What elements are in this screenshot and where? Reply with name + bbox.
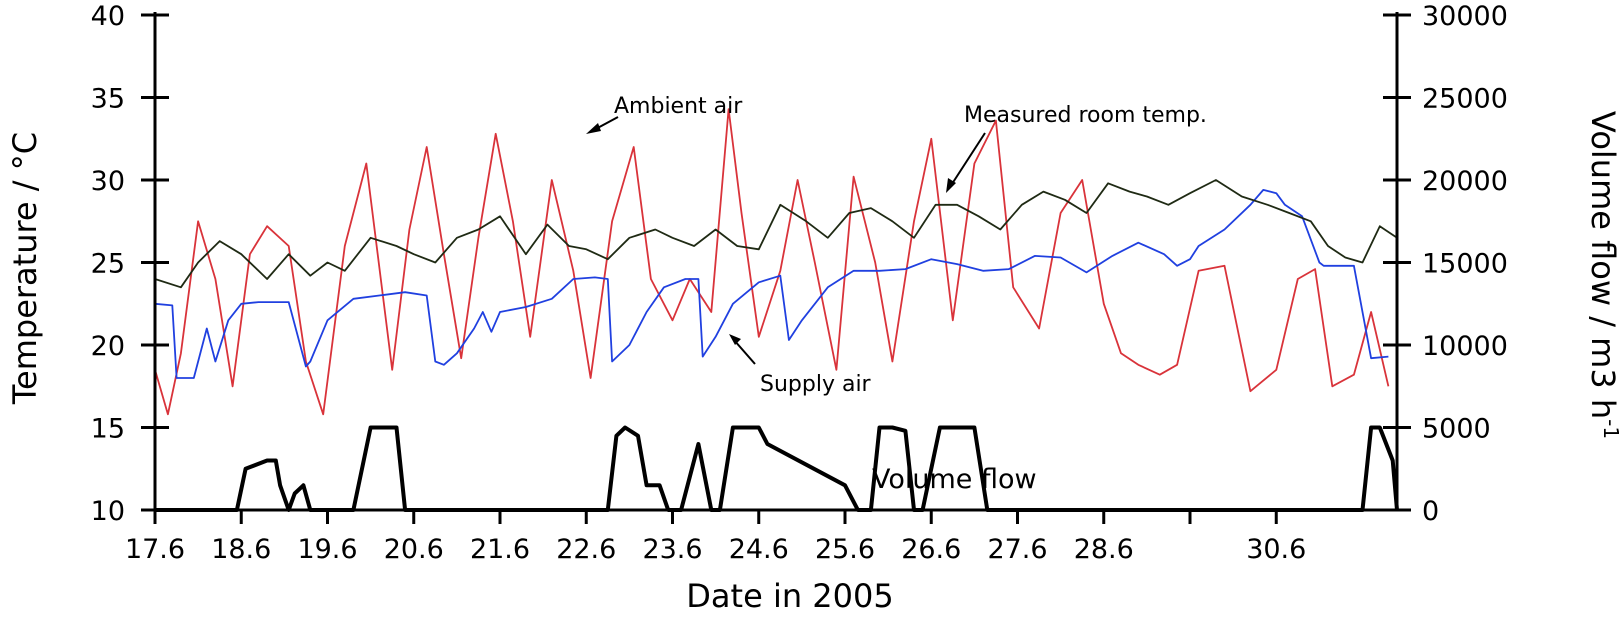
x-tick-label: 18.6: [211, 534, 271, 565]
y-left-tick-label: 10: [91, 496, 125, 527]
series-line-measured-room-temp: [154, 179, 1398, 289]
y-axis-right-title: Volume flow / m3 h-1: [1584, 111, 1620, 439]
series-line-volume-flow: [155, 425, 1399, 512]
arrowhead-measured-room-temp: [946, 178, 956, 193]
arrow-measured-room-temp: [949, 132, 986, 188]
plot-lines: [154, 108, 1399, 512]
y-left-tick-label: 15: [91, 414, 125, 445]
x-tick-label: 19.6: [297, 534, 357, 565]
annotation-measured-room-temp: Measured room temp.: [964, 103, 1207, 128]
annotation-volume-flow: Volume flow: [872, 464, 1037, 495]
y-axis-right-title-superscript: -1: [1599, 419, 1620, 439]
x-tick-label: 23.6: [642, 534, 702, 565]
x-tick-label: 21.6: [470, 534, 530, 565]
x-tick-label: 22.6: [556, 534, 616, 565]
x-tick-label: 27.6: [987, 534, 1047, 565]
y-left-tick-label: 20: [91, 331, 125, 362]
x-tick-label: 28.6: [1074, 534, 1134, 565]
arrow-supply-air: [733, 339, 756, 365]
y-right-tick-label: 10000: [1422, 331, 1508, 362]
y-right-tick-label: 30000: [1422, 1, 1508, 32]
series-line-ambient-air: [154, 108, 1390, 416]
y-left-tick-label: 40: [91, 1, 125, 32]
y-right-tick-label: 0: [1422, 496, 1439, 527]
x-tick-label: 17.6: [125, 534, 185, 565]
annotation-supply-air: Supply air: [760, 372, 872, 397]
y-right-tick-label: 20000: [1422, 166, 1508, 197]
x-tick-label: 26.6: [901, 534, 961, 565]
ticks: 10 15 20 25 30 35 40 0 5000 10000 15000 20000 25000 3…: [91, 1, 1508, 565]
x-tick-label: 20.6: [384, 534, 444, 565]
y-left-tick-label: 35: [91, 84, 125, 115]
y-axis-right-title-main: Volume flow / m3 h: [1584, 111, 1620, 419]
y-right-tick-label: 15000: [1422, 249, 1508, 280]
y-left-tick-label: 25: [91, 249, 125, 280]
series-line-supply-air: [154, 188, 1389, 379]
x-tick-label: 25.6: [815, 534, 875, 565]
y-axis-left-title: Temperature / °C: [6, 132, 44, 405]
x-tick-label: 30.6: [1246, 534, 1306, 565]
x-tick-label: 24.6: [729, 534, 789, 565]
arrowhead-supply-air: [729, 334, 741, 345]
annotation-ambient-air: Ambient air: [614, 94, 743, 119]
x-axis-title: Date in 2005: [686, 577, 893, 615]
arrowhead-ambient-air: [586, 123, 601, 134]
y-left-tick-label: 30: [91, 166, 125, 197]
y-right-tick-label: 5000: [1422, 414, 1491, 445]
y-right-tick-label: 25000: [1422, 84, 1508, 115]
